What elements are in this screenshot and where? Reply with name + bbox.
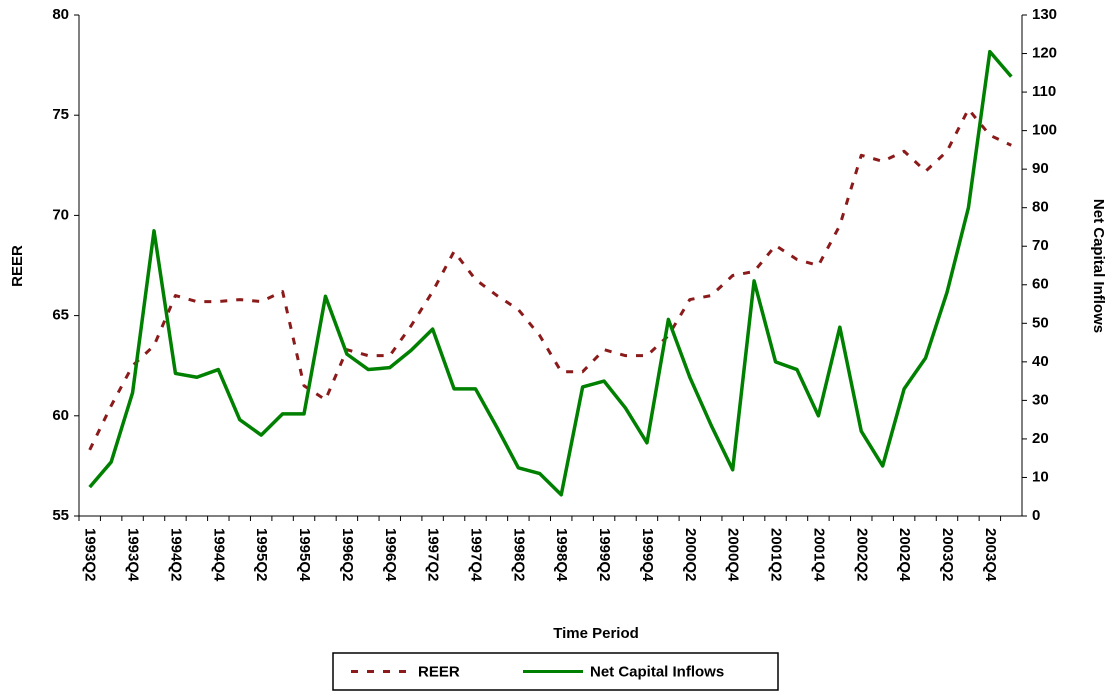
y2-tick-label: 20 xyxy=(1032,430,1049,447)
y-tick-label: 75 xyxy=(52,106,69,123)
y2-tick-label: 0 xyxy=(1032,507,1040,524)
y2-axis-title: Net Capital Inflows xyxy=(1090,199,1107,333)
y2-tick-label: 100 xyxy=(1032,122,1057,139)
y2-tick-label: 50 xyxy=(1032,314,1049,331)
x-tick-label: 1995Q4 xyxy=(296,528,313,582)
y-tick-label: 60 xyxy=(52,407,69,424)
y2-tick-label: 80 xyxy=(1032,199,1049,216)
legend-label: Net Capital Inflows xyxy=(590,663,724,680)
x-tick-label: 1996Q2 xyxy=(339,528,356,581)
y2-tick-label: 40 xyxy=(1032,353,1049,370)
x-tick-label: 2001Q2 xyxy=(768,528,785,581)
x-tick-label: 2002Q4 xyxy=(896,528,913,582)
series-line xyxy=(88,107,1012,451)
y2-tick-label: 120 xyxy=(1032,45,1057,62)
x-tick-label: 2002Q2 xyxy=(853,528,870,581)
y2-tick-label: 90 xyxy=(1032,160,1049,177)
x-tick-label: 1993Q4 xyxy=(125,528,142,582)
x-tick-label: 2003Q2 xyxy=(939,528,956,581)
y2-tick-label: 60 xyxy=(1032,276,1049,293)
x-tick-label: 1998Q2 xyxy=(510,528,527,581)
series-line xyxy=(88,49,1013,497)
y-tick-label: 80 xyxy=(52,6,69,23)
legend-label: REER xyxy=(418,663,460,680)
x-tick-label: 1999Q2 xyxy=(596,528,613,581)
x-tick-label: 1996Q4 xyxy=(382,528,399,582)
x-axis-title: Time Period xyxy=(553,625,639,642)
y-axis-title: REER xyxy=(9,245,26,287)
y2-tick-label: 130 xyxy=(1032,6,1057,23)
x-tick-label: 1993Q2 xyxy=(82,528,99,581)
x-tick-label: 1999Q4 xyxy=(639,528,656,582)
x-tick-label: 1997Q2 xyxy=(425,528,442,581)
x-tick-label: 2003Q4 xyxy=(982,528,999,582)
x-tick-label: 2000Q4 xyxy=(725,528,742,582)
x-tick-label: 1998Q4 xyxy=(553,528,570,582)
x-tick-label: 1994Q4 xyxy=(210,528,227,582)
x-tick-label: 1997Q4 xyxy=(468,528,485,582)
y2-tick-label: 30 xyxy=(1032,391,1049,408)
y-tick-label: 65 xyxy=(52,307,69,324)
y-tick-label: 55 xyxy=(52,507,69,524)
x-tick-label: 2000Q2 xyxy=(682,528,699,581)
x-tick-label: 1994Q2 xyxy=(167,528,184,581)
y2-tick-label: 110 xyxy=(1032,83,1056,100)
x-tick-label: 2001Q4 xyxy=(810,528,827,582)
y-tick-label: 70 xyxy=(52,206,69,223)
x-tick-label: 1995Q2 xyxy=(253,528,270,581)
y2-tick-label: 70 xyxy=(1032,237,1049,254)
y2-tick-label: 10 xyxy=(1032,468,1049,485)
